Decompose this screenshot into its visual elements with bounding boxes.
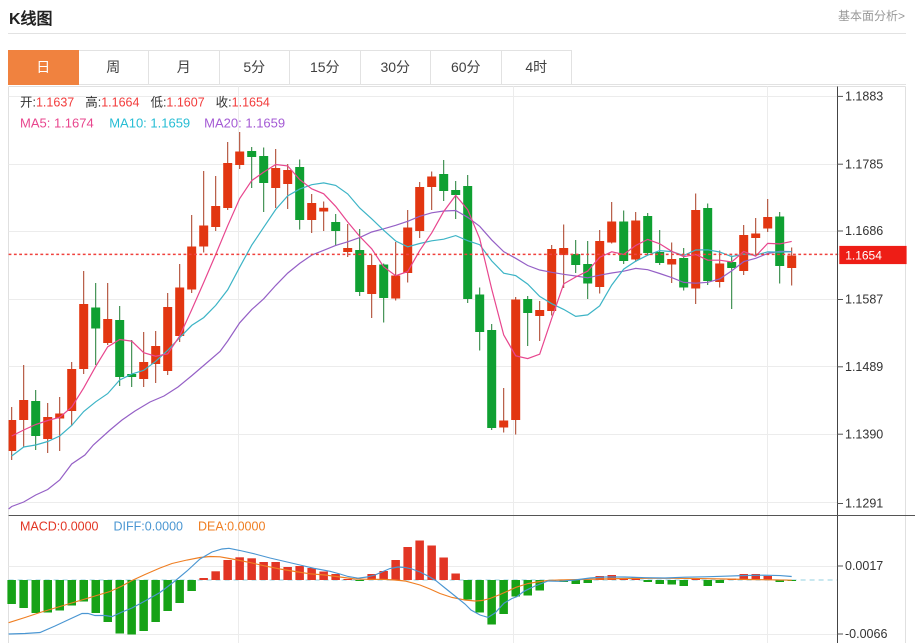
- svg-text:1.1587: 1.1587: [845, 293, 883, 307]
- svg-text:1.1883: 1.1883: [845, 90, 883, 104]
- svg-text:1.1291: 1.1291: [845, 497, 883, 511]
- svg-text:1.1785: 1.1785: [845, 157, 883, 171]
- svg-text:1.1390: 1.1390: [845, 427, 883, 441]
- svg-text:0.0017: 0.0017: [845, 559, 883, 573]
- svg-text:1.1686: 1.1686: [845, 224, 883, 238]
- svg-text:-0.0066: -0.0066: [845, 627, 887, 641]
- svg-text:1.1654: 1.1654: [845, 248, 882, 262]
- svg-text:1.1489: 1.1489: [845, 360, 883, 374]
